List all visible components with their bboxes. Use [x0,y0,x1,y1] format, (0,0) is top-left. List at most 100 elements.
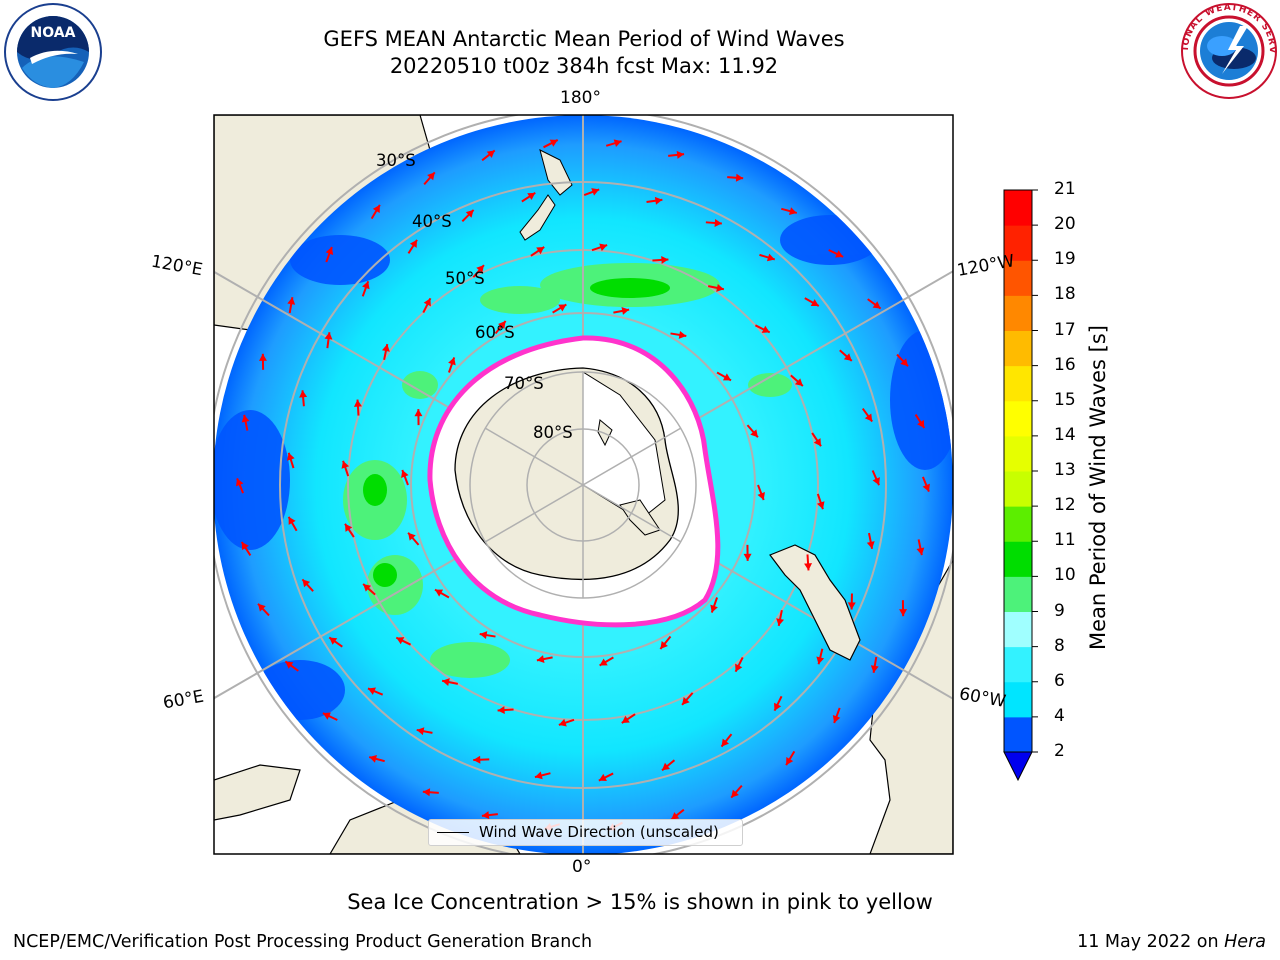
lat-label-60s: 60°S [475,323,515,342]
wind-arrow-head [369,754,378,763]
wind-arrow-head [527,192,536,200]
chart-subtitle: 20220510 t00z 384h fcst Max: 11.92 [389,54,779,78]
colorbar-tick-label: 6 [1054,670,1065,691]
colorbar-tick-label: 10 [1054,565,1076,586]
wind-arrow-head [498,321,506,330]
wind-arrow-head [341,460,350,469]
wind-arrow-head [473,755,481,764]
wind-arrow-head [367,687,376,695]
wind-arrow-head [549,139,558,147]
wind-arrow-head [682,696,690,705]
legend-line-icon [437,832,469,833]
wind-arrow-head [381,344,390,352]
colorbar-tick-label: 4 [1054,705,1065,726]
colorbar-segment [1004,646,1032,683]
footer-host: Hera [1224,932,1266,952]
colorbar-tick-label: 15 [1054,389,1076,410]
colorbar-segment [1004,541,1032,577]
colorbar-segment [1004,506,1032,542]
wind-arrow-head [329,637,338,645]
colorbar-segment [1004,400,1032,437]
wind-arrow-head [678,330,687,339]
footer-producer: NCEP/EMC/Verification Post Processing Pr… [13,932,593,952]
map-frame [213,114,954,855]
colorbar-segment [1004,576,1032,612]
wind-arrow-head [299,390,308,398]
wind-arrow-head [716,283,724,292]
wind-arrow-head [794,378,803,386]
wind-arrow-head [866,541,875,549]
wind-arrow-head [761,325,770,333]
lon-label-0: 0° [572,857,592,877]
colorbar [1003,189,1038,782]
wind-arrow-head [662,762,670,771]
wind-arrow-head [372,204,380,213]
colorbar-tick-label: 8 [1054,635,1065,656]
wind-arrow-head [241,414,250,423]
wind-arrow-head [598,773,607,782]
peak-period-patches [363,278,670,587]
wind-arrow-head [536,655,545,663]
wind-arrow-head [621,715,630,723]
wind-arrow-head [558,718,567,727]
wind-arrow-head [236,478,244,487]
wind-arrow-head [288,516,296,525]
wind-arrow-head [258,353,267,361]
colorbar-tick-label: 16 [1054,354,1076,375]
wind-arrow-head [558,304,567,312]
wind-arrow-head [788,207,797,216]
wind-arrow-head [810,299,819,307]
wind-arrow-head [345,523,353,532]
wind-arrow-head [497,706,505,715]
wind-arrow-head [621,307,630,315]
wind-arrow-head [722,373,732,381]
colorbar-tick-label: 12 [1054,495,1076,516]
wind-arrow-head [285,661,294,669]
wind-arrow-head [743,553,752,561]
wind-arrow-head [872,301,881,309]
colorbar-tick-label: 19 [1054,249,1076,270]
wind-arrow-head [917,419,925,428]
wind-arrow-head [414,409,423,417]
new-zealand [519,149,573,241]
wind-arrow-head [599,243,608,252]
colorbar-segment [1004,260,1032,296]
lat-label-50s: 50°S [445,269,485,288]
wind-arrow-head [448,357,456,366]
wind-arrow-head [735,663,743,672]
wind-arrow-head [804,563,813,571]
wind-arrow-head [286,452,295,461]
wind-arrow-head [721,738,730,747]
wind-arrow-head [654,196,663,205]
colorbar-tick-label: 14 [1054,424,1076,445]
wind-arrow-head [241,542,249,551]
noaa-logo-text: NOAA [31,25,76,41]
legend-label: Wind Wave Direction (unscaled) [479,823,719,841]
wind-arrow-head [731,789,739,798]
wind-arrow-head [416,727,425,736]
wind-arrow-head [481,811,490,820]
wind-arrow-head [735,173,744,182]
colorbar-segment [1004,190,1032,226]
wind-arrow-head [325,247,334,255]
lat-label-80s: 80°S [533,423,573,442]
map-legend: Wind Wave Direction (unscaled) [428,819,743,846]
wind-arrow-head [816,656,825,665]
colorbar-title: Mean Period of Wind Waves [s] [1086,325,1110,650]
colorbar-tick-label: 20 [1054,214,1076,235]
wind-arrow-head [409,239,417,248]
wind-arrow-head [427,172,435,181]
wind-arrow-head [476,265,484,274]
colorbar-segment [1004,225,1032,261]
wind-arrow-head [757,491,765,500]
colorbar-tick-label: 17 [1054,319,1076,340]
wind-arrow-head [899,609,908,617]
wind-arrow-head [401,470,409,479]
colorbar-segment [1004,716,1032,753]
wind-arrow-head [363,584,372,592]
colorbar-segment [1004,330,1032,367]
chart-title: GEFS MEAN Antarctic Mean Period of Wind … [323,27,845,51]
wind-arrow-head [591,188,600,196]
colorbar-tick-label: 2 [1054,741,1065,761]
wind-arrow-head [408,532,416,541]
